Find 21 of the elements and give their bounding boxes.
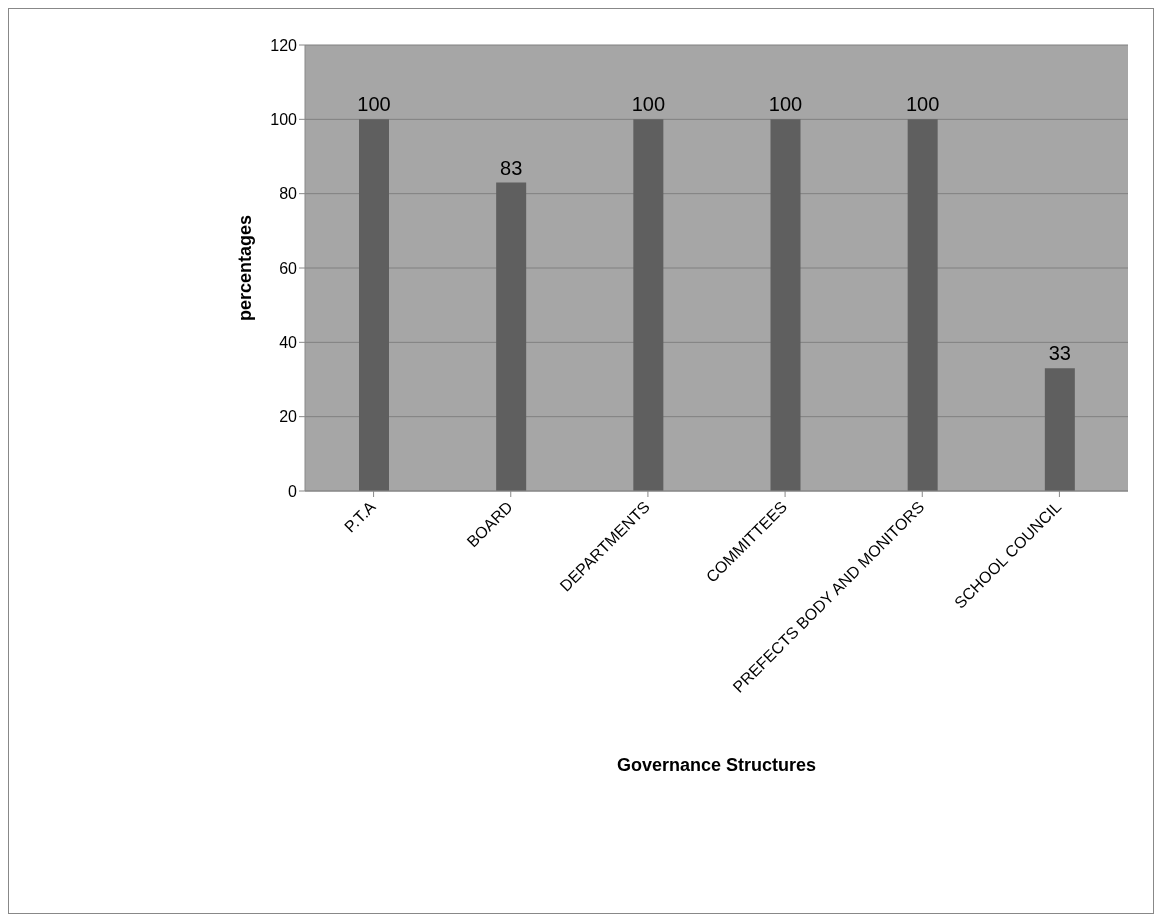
y-axis-title: percentages — [235, 214, 256, 322]
data-label: 83 — [500, 156, 523, 179]
bar — [359, 119, 389, 491]
y-tick-label: 120 — [270, 36, 298, 54]
data-label: 100 — [631, 93, 666, 116]
bar — [633, 119, 664, 491]
y-tick-label: 80 — [279, 185, 298, 203]
bar — [907, 119, 938, 491]
bar — [496, 182, 527, 491]
bar — [1044, 368, 1075, 491]
data-label: 33 — [1048, 342, 1071, 365]
y-tick-label: 20 — [279, 408, 298, 426]
x-axis-title: Governance Structures — [616, 755, 817, 775]
y-tick-label: 0 — [288, 482, 298, 500]
y-tick-label: 100 — [270, 111, 298, 129]
data-label: 100 — [905, 93, 940, 116]
bar — [770, 119, 801, 491]
data-label: 100 — [768, 93, 803, 116]
y-tick-label: 60 — [279, 259, 298, 277]
data-label: 100 — [357, 93, 391, 116]
y-tick-label: 40 — [279, 334, 298, 352]
